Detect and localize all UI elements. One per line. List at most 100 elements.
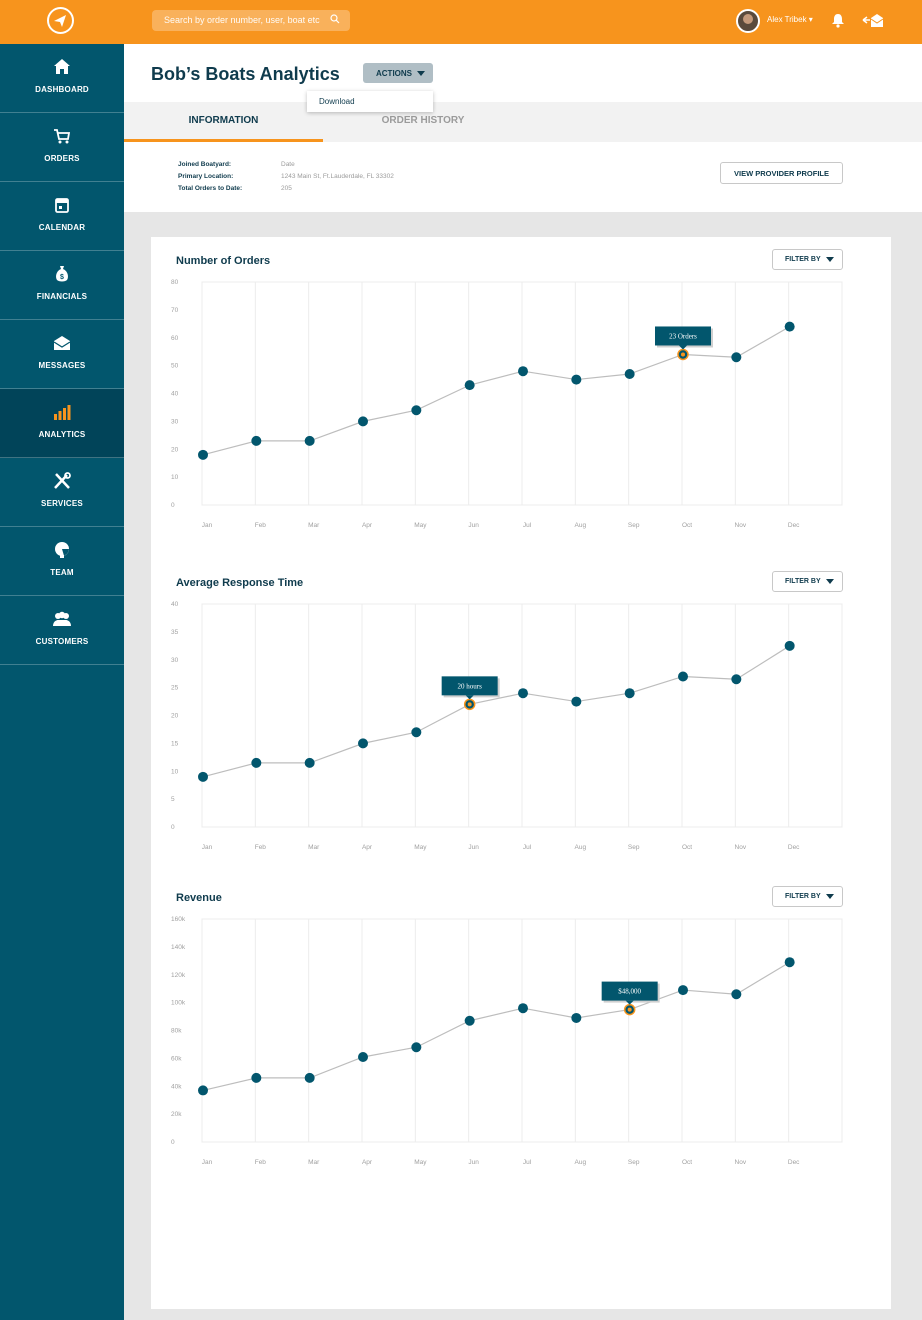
tab-information[interactable]: INFORMATION bbox=[124, 102, 323, 142]
y-tick-label: 80 bbox=[171, 279, 179, 286]
x-tick-label: Feb bbox=[255, 844, 267, 851]
sidebar-item-label: SERVICES bbox=[41, 499, 83, 508]
data-point[interactable] bbox=[518, 1003, 528, 1014]
sidebar-item-calendar[interactable]: CALENDAR bbox=[0, 182, 124, 251]
sidebar-item-team[interactable]: TEAM bbox=[0, 527, 124, 596]
y-tick-label: 30 bbox=[171, 418, 179, 425]
view-provider-profile-button[interactable]: VIEW PROVIDER PROFILE bbox=[720, 162, 843, 184]
data-point[interactable] bbox=[571, 1012, 582, 1023]
data-point[interactable] bbox=[198, 449, 208, 460]
y-tick-label: 140k bbox=[171, 944, 186, 951]
search-input[interactable]: Search by order number, user, boat etc bbox=[152, 10, 350, 31]
actions-dropdown-download[interactable]: Download bbox=[307, 91, 433, 112]
data-point[interactable] bbox=[411, 727, 422, 738]
data-point[interactable] bbox=[571, 374, 582, 385]
sidebar-item-analytics[interactable]: ANALYTICS bbox=[0, 389, 124, 458]
x-tick-label: Dec bbox=[788, 844, 800, 851]
tab-order-history[interactable]: ORDER HISTORY bbox=[381, 115, 465, 126]
sidebar-item-customers[interactable]: CUSTOMERS bbox=[0, 596, 124, 665]
x-tick-label: Apr bbox=[362, 1159, 373, 1166]
data-point[interactable] bbox=[251, 435, 262, 446]
data-point[interactable] bbox=[731, 352, 742, 363]
tooltip-text: 20 hours bbox=[458, 682, 483, 690]
sidebar-item-label: CALENDAR bbox=[38, 223, 86, 232]
data-point[interactable] bbox=[411, 405, 422, 416]
x-tick-label: Jul bbox=[523, 522, 532, 529]
bell-icon[interactable] bbox=[831, 13, 845, 33]
sidebar: DASHBOARD ORDERS CALENDAR $ FINANCIALS M… bbox=[0, 44, 124, 1320]
tooltip-box bbox=[655, 326, 711, 346]
y-tick-label: 15 bbox=[171, 740, 179, 747]
data-point[interactable] bbox=[358, 738, 368, 749]
logout-mail-icon[interactable] bbox=[862, 13, 884, 33]
avatar[interactable] bbox=[736, 9, 760, 33]
data-point[interactable] bbox=[304, 1072, 315, 1083]
x-tick-label: Jul bbox=[523, 844, 532, 851]
filter-by-button[interactable]: FILTER BY bbox=[772, 886, 843, 907]
x-tick-label: May bbox=[414, 1159, 427, 1166]
x-tick-label: Sep bbox=[628, 522, 640, 529]
x-tick-label: Jun bbox=[468, 522, 479, 529]
filter-by-button[interactable]: FILTER BY bbox=[772, 249, 843, 270]
orders-line-chart: 0 10 20 30 40 50 60 70 80 Jan Feb Mar Apr May Jun Jul Au… bbox=[171, 279, 843, 529]
user-menu[interactable]: Alex Tribek ▾ bbox=[767, 15, 813, 24]
chart-tooltip: $48,000 bbox=[601, 981, 660, 1005]
data-point[interactable] bbox=[518, 688, 528, 699]
tooltip-text: 23 Orders bbox=[669, 332, 697, 340]
actions-button[interactable]: ACTIONS bbox=[363, 63, 433, 83]
y-tick-label: 100k bbox=[171, 1000, 186, 1007]
y-tick-label: 0 bbox=[171, 824, 175, 831]
data-point[interactable] bbox=[784, 640, 795, 651]
data-point[interactable] bbox=[198, 771, 208, 782]
series-line bbox=[202, 326, 790, 456]
data-point[interactable] bbox=[624, 688, 635, 699]
data-point[interactable] bbox=[251, 1072, 262, 1083]
x-tick-label: Oct bbox=[682, 844, 692, 851]
info-value: Date bbox=[281, 161, 295, 168]
y-tick-label: 70 bbox=[171, 307, 179, 314]
sidebar-item-label: ORDERS bbox=[44, 154, 80, 163]
data-point[interactable] bbox=[304, 757, 315, 768]
x-tick-label: May bbox=[414, 522, 427, 529]
sidebar-item-financials[interactable]: $ FINANCIALS bbox=[0, 251, 124, 320]
y-tick-label: 0 bbox=[171, 1139, 175, 1146]
data-point[interactable] bbox=[464, 1015, 475, 1026]
caret-down-icon bbox=[417, 71, 425, 76]
customers-icon bbox=[52, 610, 72, 628]
data-point[interactable] bbox=[358, 416, 368, 427]
data-point[interactable] bbox=[678, 671, 688, 682]
data-point[interactable] bbox=[251, 757, 262, 768]
sidebar-item-orders[interactable]: ORDERS bbox=[0, 113, 124, 182]
team-icon bbox=[52, 541, 72, 559]
data-point[interactable] bbox=[678, 985, 688, 996]
data-point[interactable] bbox=[731, 674, 742, 685]
data-point[interactable] bbox=[571, 696, 582, 707]
data-point[interactable] bbox=[464, 380, 475, 391]
revenue-line-chart: 0 20k 40k 60k 80k 100k 120k 140k 160k Jan Feb Mar Ap… bbox=[171, 916, 843, 1166]
tooltip-box bbox=[441, 676, 498, 696]
x-tick-label: Dec bbox=[788, 522, 800, 529]
x-tick-label: Nov bbox=[735, 844, 747, 851]
home-icon bbox=[52, 58, 72, 76]
y-tick-label: 120k bbox=[171, 972, 186, 979]
x-tick-label: Sep bbox=[628, 844, 640, 851]
data-point[interactable] bbox=[784, 957, 795, 968]
sidebar-item-dashboard[interactable]: DASHBOARD bbox=[0, 44, 124, 113]
x-tick-label: Oct bbox=[682, 1159, 692, 1166]
y-tick-label: 25 bbox=[171, 685, 179, 692]
data-point[interactable] bbox=[731, 989, 742, 1000]
data-point[interactable] bbox=[304, 435, 315, 446]
data-point[interactable] bbox=[198, 1085, 208, 1096]
y-tick-label: 30 bbox=[171, 657, 179, 664]
data-point[interactable] bbox=[784, 321, 795, 332]
data-point[interactable] bbox=[518, 366, 528, 377]
data-point[interactable] bbox=[411, 1042, 422, 1053]
sidebar-item-messages[interactable]: MESSAGES bbox=[0, 320, 124, 389]
sidebar-item-services[interactable]: SERVICES bbox=[0, 458, 124, 527]
filter-by-button[interactable]: FILTER BY bbox=[772, 571, 843, 592]
tooltip-box bbox=[601, 981, 658, 1001]
data-point[interactable] bbox=[624, 368, 635, 379]
data-point[interactable] bbox=[358, 1051, 368, 1062]
search-icon[interactable] bbox=[330, 14, 340, 26]
logo-icon[interactable] bbox=[47, 7, 74, 34]
